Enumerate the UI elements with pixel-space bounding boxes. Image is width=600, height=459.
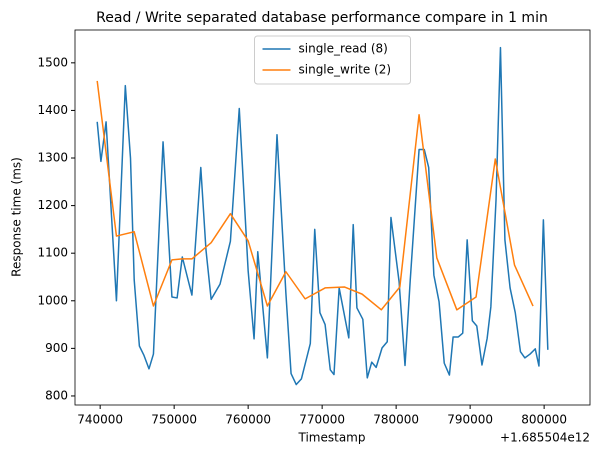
y-tick-label: 900 xyxy=(45,341,68,355)
legend-label: single_read (8) xyxy=(299,42,388,56)
x-tick-label: 790000 xyxy=(447,413,493,427)
y-tick-label: 1200 xyxy=(37,198,68,212)
y-tick-label: 1000 xyxy=(37,293,68,307)
x-axis-label: Timestamp xyxy=(298,431,366,445)
x-tick-label: 740000 xyxy=(77,413,123,427)
x-tick-label: 760000 xyxy=(225,413,271,427)
x-tick-label: 770000 xyxy=(299,413,345,427)
y-tick-label: 1300 xyxy=(37,151,68,165)
data-line xyxy=(96,80,534,311)
x-tick-label: 780000 xyxy=(373,413,419,427)
x-tick-label: 750000 xyxy=(151,413,197,427)
plot-frame xyxy=(74,29,591,406)
legend-box xyxy=(254,35,411,85)
chart-title: Read / Write separated database performa… xyxy=(96,10,548,26)
y-tick-label: 1400 xyxy=(37,103,68,117)
y-tick-label: 800 xyxy=(45,388,68,402)
x-tick-label: 800000 xyxy=(521,413,567,427)
legend-label: single_write (2) xyxy=(299,63,392,77)
y-axis-label: Response time (ms) xyxy=(10,157,24,277)
data-line xyxy=(96,46,549,386)
x-offset-label: +1.685504e12 xyxy=(500,431,590,445)
y-tick-label: 1100 xyxy=(37,246,68,260)
y-tick-label: 1500 xyxy=(37,55,68,69)
